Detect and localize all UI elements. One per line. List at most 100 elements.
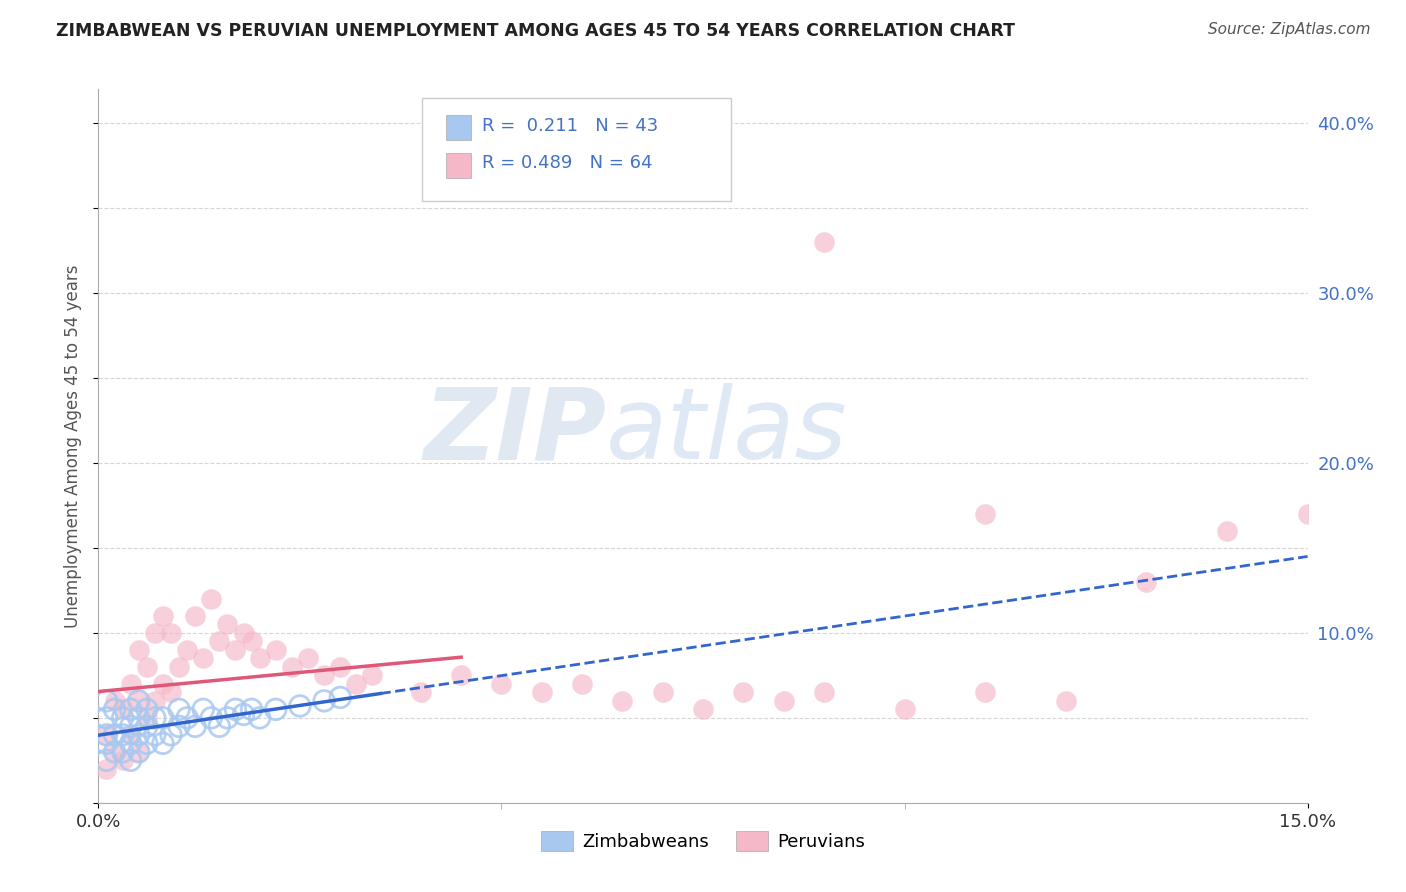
Point (152, 677, 174, 691)
Point (733, 685, 755, 699)
Point (152, 608, 174, 623)
Point (893, 702, 915, 716)
Point (143, 728, 166, 742)
Point (612, 694, 634, 708)
Point (111, 711, 134, 725)
Point (184, 719, 207, 733)
Point (491, 677, 513, 691)
Point (135, 702, 157, 716)
Point (152, 711, 174, 725)
Point (974, 685, 997, 699)
Point (314, 668, 336, 682)
Point (1054, 694, 1077, 708)
Point (217, 617, 239, 632)
Point (329, 660, 352, 674)
Point (128, 745, 150, 759)
Point (193, 651, 215, 665)
Point (128, 728, 150, 742)
Point (249, 651, 271, 665)
Point (813, 235, 835, 249)
Point (184, 608, 207, 623)
Point (96, 753, 118, 767)
Point (288, 698, 311, 713)
Point (329, 690, 352, 705)
Point (167, 702, 190, 716)
Point (103, 702, 125, 716)
Point (135, 736, 157, 750)
Point (208, 719, 231, 733)
Point (450, 668, 472, 682)
Point (128, 711, 150, 725)
Point (240, 634, 263, 648)
Point (167, 660, 190, 674)
Point (409, 685, 432, 699)
Point (176, 643, 198, 657)
Point (208, 634, 231, 648)
Point (232, 626, 254, 640)
Point (160, 685, 183, 699)
Point (772, 694, 794, 708)
Y-axis label: Unemployment Among Ages 45 to 54 years: Unemployment Among Ages 45 to 54 years (65, 264, 83, 628)
Point (361, 668, 384, 682)
Text: Source: ZipAtlas.com: Source: ZipAtlas.com (1208, 22, 1371, 37)
Point (120, 753, 142, 767)
Point (143, 626, 166, 640)
Point (217, 711, 239, 725)
Point (224, 643, 246, 657)
Point (224, 702, 246, 716)
Point (103, 694, 125, 708)
Point (120, 702, 142, 716)
Point (135, 719, 157, 733)
Point (96, 711, 118, 725)
Point (111, 728, 134, 742)
Point (281, 660, 304, 674)
Point (160, 626, 183, 640)
Point (314, 694, 336, 708)
Text: ZIMBABWEAN VS PERUVIAN UNEMPLOYMENT AMONG AGES 45 TO 54 YEARS CORRELATION CHART: ZIMBABWEAN VS PERUVIAN UNEMPLOYMENT AMON… (56, 22, 1015, 40)
Text: R = 0.489   N = 64: R = 0.489 N = 64 (482, 154, 652, 172)
Point (128, 694, 150, 708)
Point (530, 685, 553, 699)
Point (571, 677, 593, 691)
Point (143, 694, 166, 708)
Point (1216, 524, 1239, 538)
Point (692, 702, 714, 716)
Text: ZIP: ZIP (423, 384, 606, 480)
Point (135, 660, 157, 674)
Point (240, 702, 263, 716)
Point (96, 694, 118, 708)
Point (111, 702, 134, 716)
Point (120, 736, 142, 750)
Point (193, 702, 215, 716)
Point (103, 745, 125, 759)
Legend: Zimbabweans, Peruvians: Zimbabweans, Peruvians (533, 823, 873, 858)
Point (152, 736, 174, 750)
Text: atlas: atlas (606, 384, 848, 480)
Point (1135, 574, 1157, 589)
Point (120, 719, 142, 733)
Point (96, 728, 118, 742)
Point (120, 728, 142, 742)
Point (143, 711, 166, 725)
Point (200, 591, 222, 606)
Point (264, 702, 287, 716)
Point (120, 677, 142, 691)
Point (167, 719, 190, 733)
Point (813, 685, 835, 699)
Point (103, 728, 125, 742)
Point (200, 711, 222, 725)
Point (103, 745, 125, 759)
Point (651, 685, 673, 699)
Text: R =  0.211   N = 43: R = 0.211 N = 43 (482, 117, 658, 135)
Point (96, 762, 118, 776)
Point (128, 643, 150, 657)
Point (974, 507, 997, 521)
Point (176, 711, 198, 725)
Point (96, 728, 118, 742)
Point (128, 745, 150, 759)
Point (232, 707, 254, 722)
Point (160, 728, 183, 742)
Point (128, 694, 150, 708)
Point (1296, 507, 1319, 521)
Point (96, 736, 118, 750)
